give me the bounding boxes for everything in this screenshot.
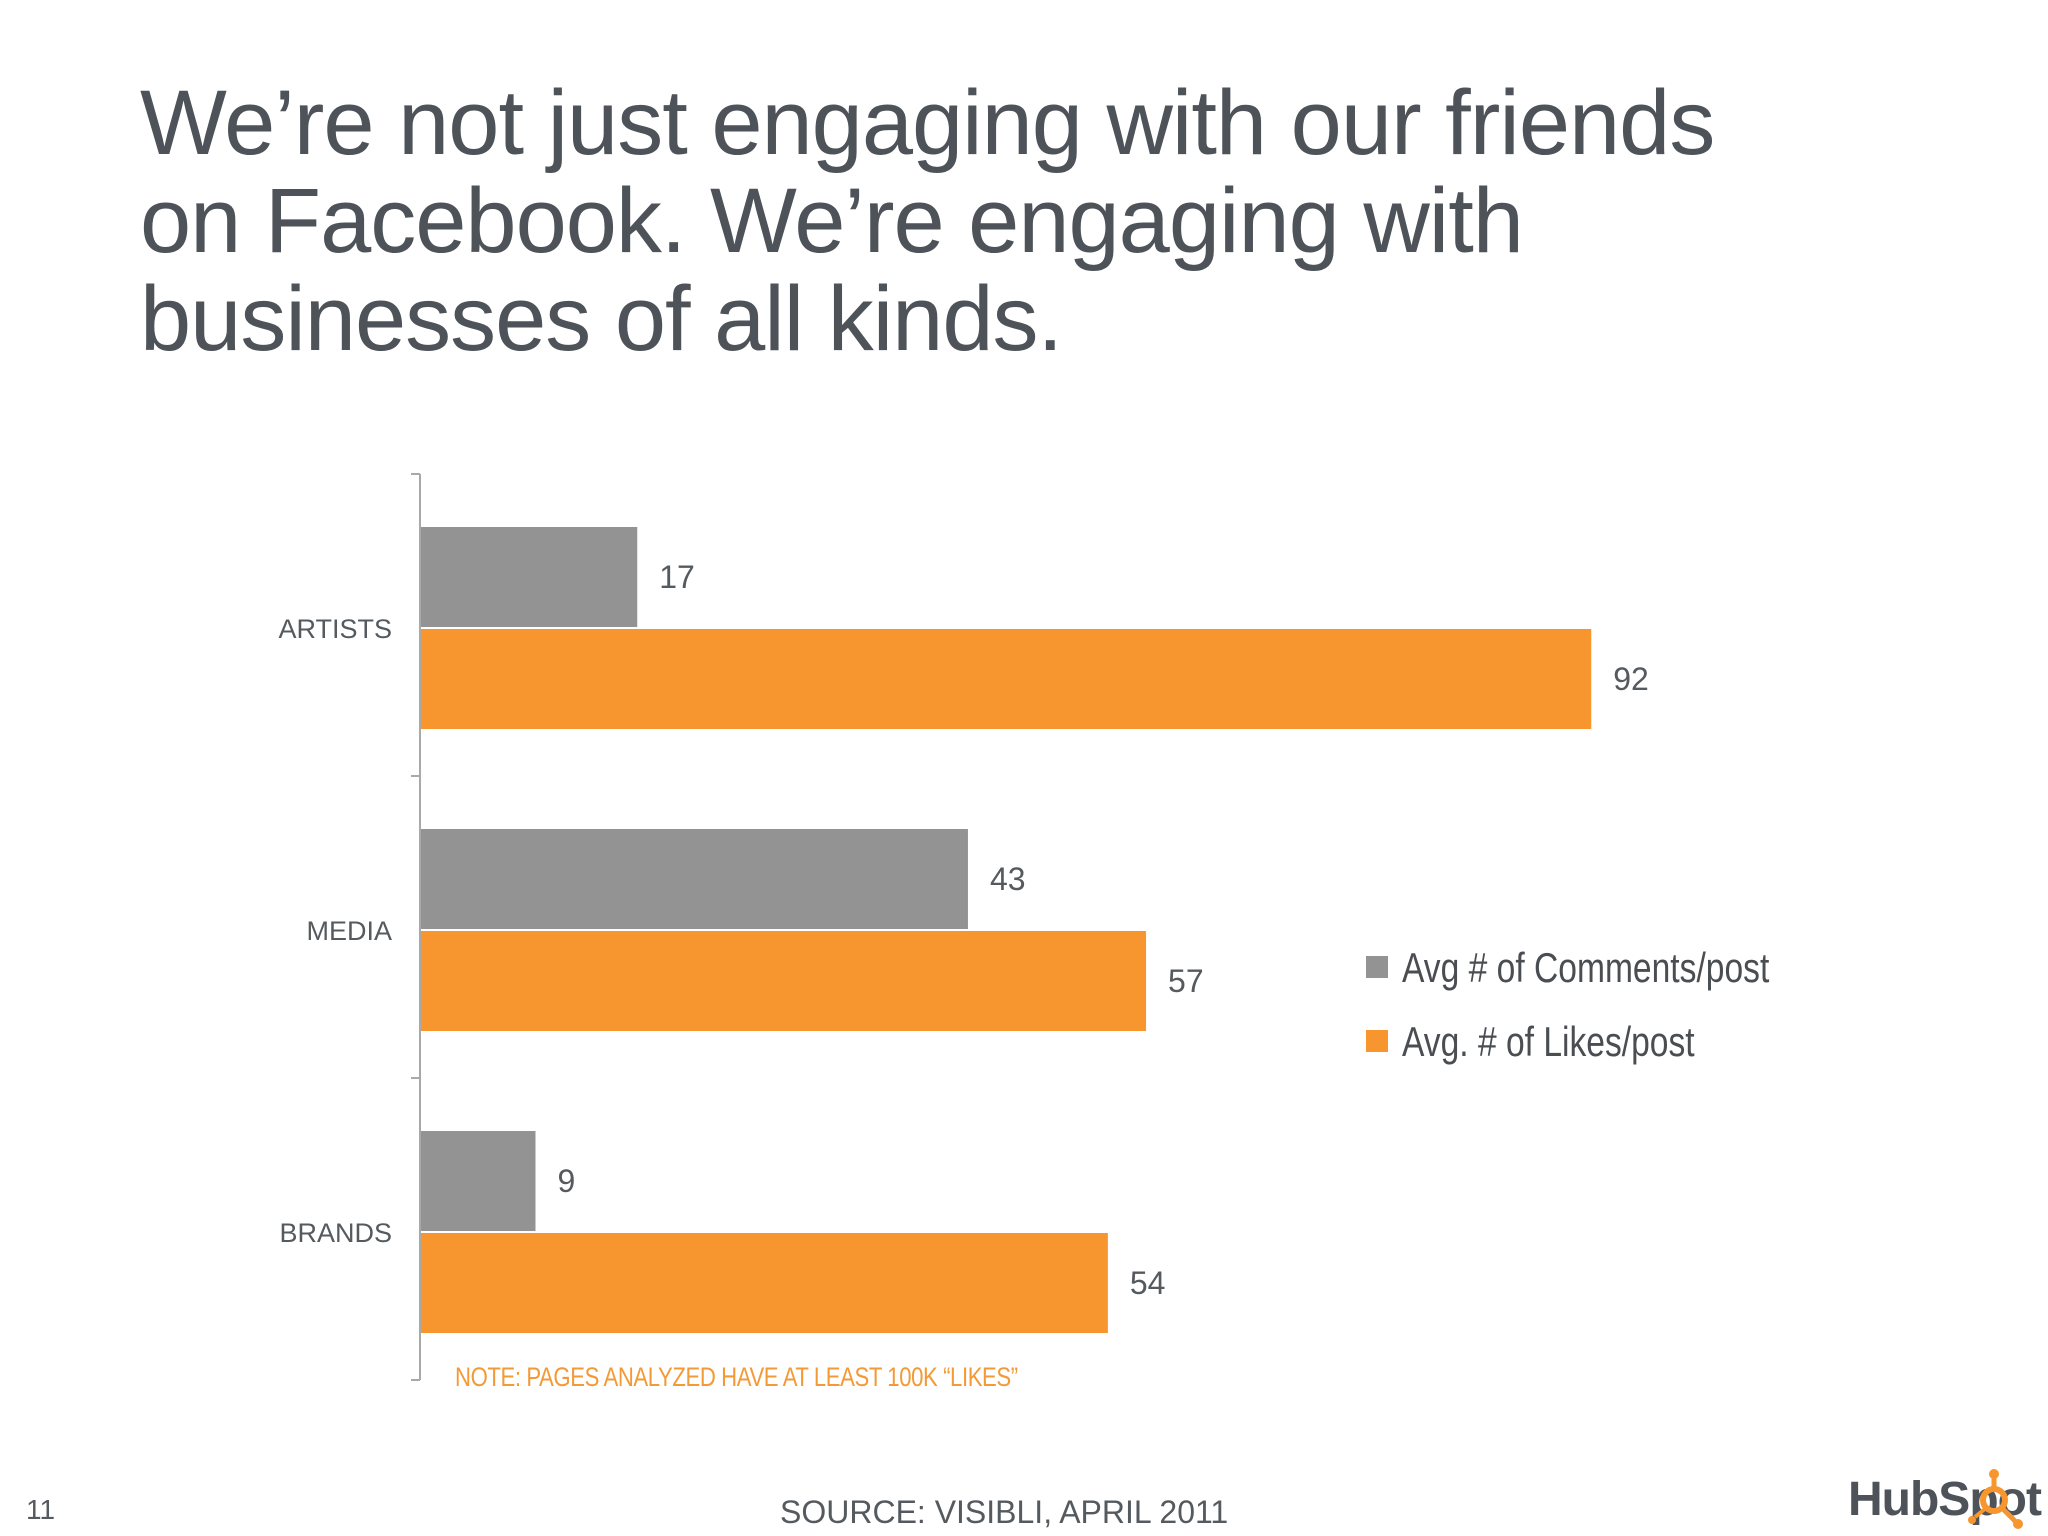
chart-note: NOTE: PAGES ANALYZED HAVE AT LEAST 100K … <box>455 1362 1018 1392</box>
data-label: 92 <box>1613 661 1649 697</box>
bar-likes <box>421 629 1592 729</box>
legend-swatch-comments <box>1366 956 1388 978</box>
legend-item-likes: Avg. # of Likes/post <box>1366 1018 1861 1092</box>
legend-item-comments: Avg # of Comments/post <box>1366 944 1861 1018</box>
category-label: BRANDS <box>279 1218 392 1248</box>
category-label: MEDIA <box>306 916 392 946</box>
data-label: 9 <box>557 1163 575 1199</box>
data-label: 17 <box>659 559 695 595</box>
chart-legend: Avg # of Comments/post Avg. # of Likes/p… <box>1366 944 1861 1092</box>
bar-likes <box>421 931 1147 1031</box>
page-number: 11 <box>26 1494 56 1525</box>
data-label: 43 <box>990 861 1026 897</box>
legend-label-likes: Avg. # of Likes/post <box>1402 1018 1695 1065</box>
title-line-2: on Facebook. We’re engaging with <box>140 170 1524 272</box>
title-line-1: We’re not just engaging with our friends <box>140 72 1715 174</box>
bar-comments <box>421 829 968 929</box>
title-line-3: businesses of all kinds. <box>140 268 1063 370</box>
hubspot-logo: HubSpot <box>1848 1466 2042 1530</box>
data-label: 54 <box>1130 1265 1166 1301</box>
category-label: ARTISTS <box>278 614 392 644</box>
data-label: 57 <box>1168 963 1204 999</box>
bar-comments <box>421 1131 536 1231</box>
legend-swatch-likes <box>1366 1030 1388 1052</box>
source-note: SOURCE: VISIBLI, APRIL 2011 <box>780 1494 1229 1530</box>
sprocket-icon <box>1968 1469 2023 1529</box>
slide-title: We’re not just engaging with our friends… <box>140 74 1980 368</box>
legend-label-comments: Avg # of Comments/post <box>1402 944 1770 991</box>
bar-comments <box>421 527 638 627</box>
bar-likes <box>421 1233 1108 1333</box>
